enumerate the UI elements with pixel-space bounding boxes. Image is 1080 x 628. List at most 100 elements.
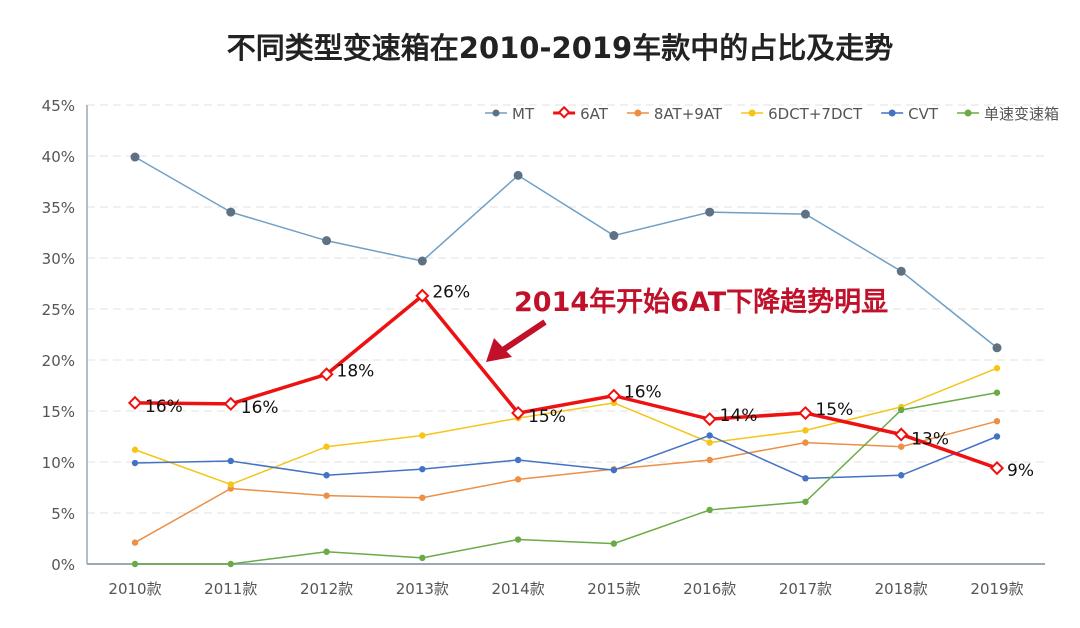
data-point-单速变速箱 [514,536,522,543]
data-point-8AT+9AT [802,439,809,446]
data-point-8AT+9AT [131,539,139,546]
data-point-6DCT+7DCT [131,446,139,453]
data-point-单速变速箱 [898,406,905,414]
data-point-单速变速箱 [419,554,426,562]
series-line-8AT+9AT [134,420,998,544]
data-point-6DCT+7DCT [706,439,713,446]
data-point-CVT [706,432,713,439]
data-point-6AT [415,288,430,303]
data-point-单速变速箱 [227,560,234,568]
data-point-CVT [227,457,234,465]
data-point-CVT [802,475,809,482]
data-point-MT [800,209,810,219]
annotation-text: 2014年开始6AT下降趋势明显 [514,286,888,318]
data-point-CVT [419,465,426,473]
data-point-6DCT+7DCT [227,481,234,488]
data-label-6AT: 9% [1007,461,1034,481]
chart-title: 不同类型变速箱在2010-2019车款中的占比及走势 [227,31,893,65]
x-tick-label: 2018款 [875,580,928,598]
data-point-单速变速箱 [131,560,139,568]
x-tick-label: 2014款 [492,580,545,598]
data-label-6AT: 16% [624,383,662,403]
data-label-6AT: 14% [720,406,758,426]
y-tick-label: 45% [42,97,75,115]
data-point-6AT [127,395,143,410]
y-tick-label: 30% [42,250,75,268]
y-tick-label: 0% [51,556,75,574]
data-point-8AT+9AT [898,443,905,450]
legend-marker [492,109,500,117]
data-point-单速变速箱 [610,540,618,547]
data-point-6AT [894,427,909,442]
x-tick-label: 2019款 [970,580,1023,598]
data-point-单速变速箱 [706,506,713,514]
data-point-8AT+9AT [514,476,522,483]
x-tick-label: 2010款 [108,580,161,598]
data-point-MT [896,266,906,276]
series-line-单速变速箱 [135,391,998,565]
legend-marker [634,109,642,117]
data-point-CVT [993,433,1001,440]
data-point-6AT [702,412,717,427]
data-point-6AT [606,388,621,403]
y-tick-label: 35% [42,199,75,217]
data-label-6AT: 16% [145,397,183,417]
legend-label: 单速变速箱 [984,105,1059,123]
data-point-6DCT+7DCT [610,399,618,407]
data-point-6DCT+7DCT [419,432,426,439]
data-point-CVT [131,459,139,467]
data-point-6AT [223,396,238,411]
data-label-6AT: 16% [241,398,279,418]
annotation-arrow [486,319,547,362]
series-line-6DCT+7DCT [134,367,998,486]
data-label-6AT: 15% [528,407,566,427]
data-point-MT [322,236,332,246]
data-point-CVT [898,472,905,479]
series-line-MT [134,156,998,349]
data-point-MT [513,170,523,180]
data-point-8AT+9AT [706,456,713,464]
data-point-6AT [511,405,526,421]
data-point-MT [130,152,140,162]
x-tick-label: 2016款 [683,580,736,598]
y-tick-label: 25% [42,301,75,319]
data-point-6DCT+7DCT [323,443,330,450]
legend-label: CVT [908,105,939,123]
series-line-CVT [134,434,998,480]
x-tick-label: 2015款 [587,580,640,598]
y-tick-label: 20% [42,352,75,370]
legend-label: 6AT [580,105,609,123]
data-point-单速变速箱 [993,389,1001,396]
data-point-MT [226,207,236,217]
series-line-6AT [134,293,998,470]
data-point-单速变速箱 [802,498,809,505]
data-label-6AT: 13% [911,429,949,449]
legend-label: 6DCT+7DCT [768,105,863,123]
data-point-MT [609,231,619,241]
x-tick-label: 2011款 [204,580,257,598]
x-tick-label: 2013款 [396,580,449,598]
data-point-MT [992,343,1002,353]
data-label-6AT: 15% [815,400,853,420]
legend-label: MT [512,105,535,123]
data-point-6AT [798,405,813,421]
data-point-6DCT+7DCT [993,364,1001,372]
legend-marker [557,105,571,119]
y-tick-label: 10% [42,454,75,472]
y-tick-label: 40% [42,148,75,166]
y-tick-label: 15% [42,403,75,421]
data-label-6AT: 18% [337,361,375,381]
data-point-8AT+9AT [993,418,1001,425]
y-tick-label: 5% [51,505,75,523]
legend-marker [888,109,896,117]
data-point-8AT+9AT [419,494,426,501]
data-point-6AT [989,461,1005,476]
x-tick-label: 2017款 [779,580,832,598]
data-point-8AT+9AT [323,492,330,499]
data-point-MT [705,207,715,217]
data-point-单速变速箱 [323,548,330,555]
data-point-CVT [610,466,618,474]
legend-label: 8AT+9AT [654,105,723,123]
